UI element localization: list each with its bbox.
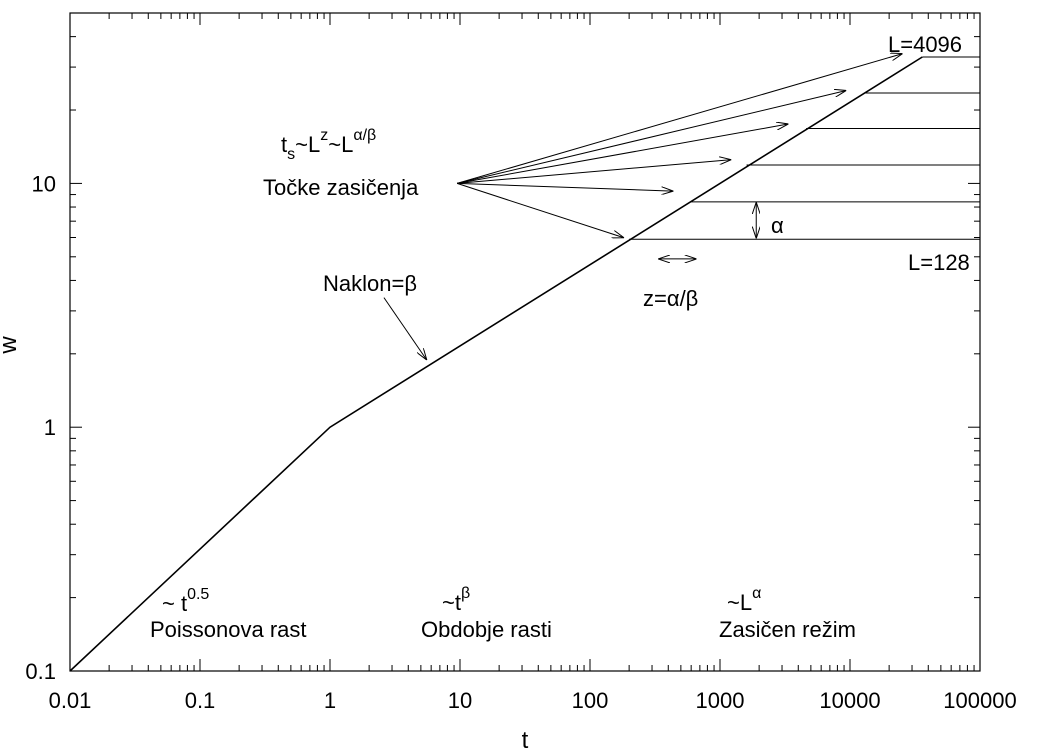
alpha-label: α: [771, 213, 784, 238]
y-tick-label: 10: [32, 171, 56, 196]
ts-base: t: [281, 132, 287, 157]
data-series: [69, 56, 980, 672]
x-tick-label: 0.01: [49, 688, 92, 713]
saturation-points-label: Točke zasičenja: [263, 175, 419, 200]
axis-ticks: [69, 12, 981, 672]
ts-mid2: ~L: [328, 132, 353, 157]
saturation-point-arrow: [456, 91, 845, 184]
y-tick-label: 1: [44, 415, 56, 440]
L-top-label: L=4096: [888, 32, 962, 57]
poisson-exponent: ~ t0.5: [162, 586, 209, 616]
annotation-arrows: [383, 54, 902, 360]
slope-label: Naklon=β: [323, 271, 417, 296]
ts-sub: s: [287, 146, 295, 163]
plot-frame: [69, 12, 981, 672]
x-tick-label: 0.1: [185, 688, 216, 713]
growth-curve: [69, 56, 923, 672]
saturation-time-relation: ts~Lz~Lα/β: [281, 127, 376, 163]
growth-exp-prefix: ~t: [442, 590, 461, 615]
saturation-point-arrow: [457, 160, 730, 184]
sat-exp-sup: α: [752, 585, 761, 602]
poisson-exp-sup: 0.5: [187, 586, 209, 603]
saturation-point-arrow: [456, 54, 902, 184]
poisson-exp-prefix: ~ t: [162, 591, 187, 616]
sat-exp-prefix: ~L: [727, 590, 752, 615]
x-tick-label: 1: [324, 688, 336, 713]
x-tick-labels: 0.01 0.1 1 10 100 1000 10000 100000: [49, 688, 1017, 713]
saturation-point-arrow: [457, 182, 672, 191]
growth-exponent: ~tβ: [442, 585, 470, 615]
y-tick-labels: 0.1 1 10: [25, 171, 56, 684]
x-tick-label: 100: [572, 688, 609, 713]
L-bottom-label: L=128: [908, 250, 970, 275]
x-axis-title: t: [522, 727, 529, 753]
saturation-point-arrow: [456, 182, 623, 237]
saturation-point-arrow: [457, 124, 787, 184]
x-tick-label: 10000: [819, 688, 880, 713]
x-tick-label: 10: [448, 688, 472, 713]
ts-sup1: z: [320, 127, 328, 144]
slope-arrow: [383, 297, 426, 360]
saturated-regime-label: Zasičen režim: [719, 617, 856, 642]
y-axis-title: w: [0, 336, 22, 355]
growth-exp-sup: β: [461, 585, 470, 602]
y-tick-label: 0.1: [25, 659, 56, 684]
z-relation-label: z=α/β: [643, 286, 698, 311]
x-tick-label: 1000: [696, 688, 745, 713]
poisson-regime-label: Poissonova rast: [150, 617, 307, 642]
growth-regime-label: Obdobje rasti: [421, 617, 552, 642]
ts-mid1: ~L: [295, 132, 320, 157]
saturated-exponent: ~Lα: [727, 585, 761, 615]
ts-sup2: α/β: [353, 127, 376, 144]
x-tick-label: 100000: [943, 688, 1016, 713]
